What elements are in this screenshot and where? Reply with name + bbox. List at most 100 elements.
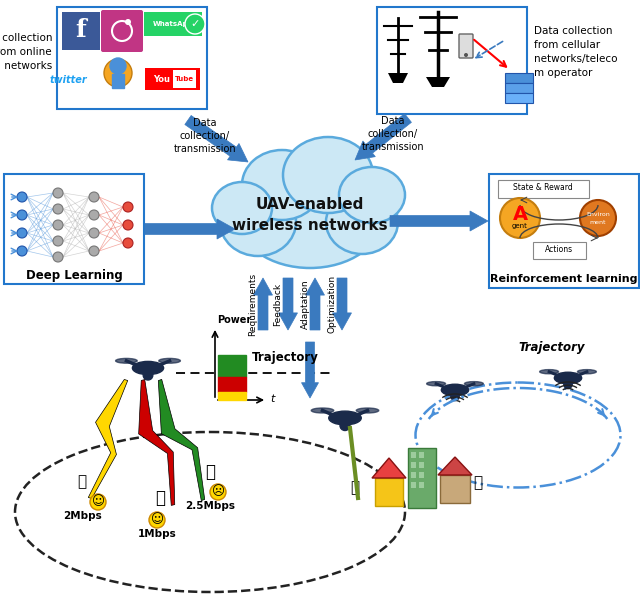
Ellipse shape bbox=[220, 188, 296, 256]
Ellipse shape bbox=[339, 167, 405, 223]
Circle shape bbox=[149, 512, 165, 528]
Text: WhatsApp: WhatsApp bbox=[152, 21, 193, 27]
Ellipse shape bbox=[540, 370, 559, 374]
FancyBboxPatch shape bbox=[505, 93, 533, 103]
FancyBboxPatch shape bbox=[459, 34, 473, 58]
Circle shape bbox=[17, 228, 27, 238]
Polygon shape bbox=[372, 458, 406, 478]
Circle shape bbox=[53, 252, 63, 262]
FancyBboxPatch shape bbox=[62, 12, 100, 50]
Ellipse shape bbox=[465, 382, 483, 386]
Circle shape bbox=[210, 484, 226, 500]
Text: State & Reward: State & Reward bbox=[513, 184, 573, 193]
Bar bbox=[411, 462, 416, 468]
Text: Actions: Actions bbox=[545, 245, 573, 255]
Text: gent: gent bbox=[512, 223, 528, 229]
Text: twitter: twitter bbox=[49, 75, 87, 85]
Text: A: A bbox=[513, 205, 527, 224]
Circle shape bbox=[53, 188, 63, 198]
FancyBboxPatch shape bbox=[377, 7, 527, 114]
Polygon shape bbox=[390, 211, 488, 231]
Bar bbox=[411, 482, 416, 488]
Polygon shape bbox=[145, 219, 235, 239]
Ellipse shape bbox=[356, 408, 379, 413]
Text: Adaptation: Adaptation bbox=[301, 279, 310, 329]
Polygon shape bbox=[438, 457, 472, 475]
Bar bbox=[218, 392, 246, 400]
Circle shape bbox=[17, 210, 27, 220]
Circle shape bbox=[53, 236, 63, 246]
Polygon shape bbox=[158, 379, 205, 501]
Circle shape bbox=[17, 246, 27, 256]
Ellipse shape bbox=[132, 361, 164, 375]
Text: Requirements: Requirements bbox=[248, 273, 257, 336]
Circle shape bbox=[580, 200, 616, 236]
FancyBboxPatch shape bbox=[101, 10, 143, 52]
Circle shape bbox=[89, 192, 99, 202]
FancyBboxPatch shape bbox=[532, 242, 586, 259]
Text: 📱: 📱 bbox=[77, 474, 86, 490]
Text: Tube: Tube bbox=[175, 76, 193, 82]
Polygon shape bbox=[301, 342, 319, 398]
Bar bbox=[419, 462, 424, 468]
FancyBboxPatch shape bbox=[173, 70, 196, 88]
Text: Data collection
from online
social networks: Data collection from online social netwo… bbox=[0, 33, 52, 71]
Circle shape bbox=[500, 198, 540, 238]
Circle shape bbox=[123, 202, 133, 212]
Bar bbox=[419, 482, 424, 488]
Text: Reinforcement learning: Reinforcement learning bbox=[490, 274, 637, 284]
Circle shape bbox=[125, 19, 131, 25]
Polygon shape bbox=[305, 278, 324, 330]
Text: 2.5Mbps: 2.5Mbps bbox=[185, 501, 235, 511]
FancyBboxPatch shape bbox=[497, 179, 589, 198]
Circle shape bbox=[340, 421, 350, 430]
Polygon shape bbox=[426, 77, 450, 87]
Text: f: f bbox=[76, 18, 86, 42]
Polygon shape bbox=[185, 116, 248, 162]
Circle shape bbox=[53, 220, 63, 230]
Text: UAV-enabled
wireless networks: UAV-enabled wireless networks bbox=[232, 197, 388, 233]
Polygon shape bbox=[278, 278, 298, 330]
Ellipse shape bbox=[554, 372, 582, 384]
Text: Feedback: Feedback bbox=[273, 282, 282, 325]
Ellipse shape bbox=[311, 408, 333, 413]
FancyBboxPatch shape bbox=[505, 73, 533, 83]
Ellipse shape bbox=[116, 358, 137, 363]
Bar bbox=[411, 472, 416, 478]
Ellipse shape bbox=[283, 137, 373, 213]
Text: Deep Learning: Deep Learning bbox=[26, 268, 122, 282]
Circle shape bbox=[53, 204, 63, 214]
Ellipse shape bbox=[238, 168, 382, 268]
Text: t: t bbox=[270, 394, 275, 404]
Circle shape bbox=[89, 210, 99, 220]
Ellipse shape bbox=[427, 382, 445, 386]
Polygon shape bbox=[88, 379, 128, 499]
Text: 🚶: 🚶 bbox=[474, 476, 483, 490]
Text: 2Mbps: 2Mbps bbox=[63, 511, 102, 521]
Polygon shape bbox=[388, 73, 408, 83]
Bar bbox=[408, 448, 436, 508]
Ellipse shape bbox=[577, 370, 596, 374]
Circle shape bbox=[90, 494, 106, 510]
Text: ☺: ☺ bbox=[92, 496, 104, 508]
Text: Environ: Environ bbox=[586, 213, 610, 218]
Text: Power: Power bbox=[217, 315, 252, 325]
Ellipse shape bbox=[159, 358, 180, 363]
Ellipse shape bbox=[329, 411, 361, 425]
Circle shape bbox=[143, 370, 153, 380]
Polygon shape bbox=[333, 278, 351, 330]
FancyBboxPatch shape bbox=[489, 174, 639, 288]
Circle shape bbox=[89, 228, 99, 238]
Circle shape bbox=[185, 14, 205, 34]
FancyBboxPatch shape bbox=[144, 12, 202, 36]
Ellipse shape bbox=[326, 190, 398, 254]
Circle shape bbox=[451, 392, 460, 401]
Ellipse shape bbox=[212, 182, 272, 234]
FancyBboxPatch shape bbox=[4, 174, 144, 284]
Text: 🚗: 🚗 bbox=[205, 463, 215, 481]
Circle shape bbox=[104, 59, 132, 87]
Ellipse shape bbox=[242, 150, 322, 220]
Bar bbox=[218, 355, 246, 377]
Circle shape bbox=[464, 53, 468, 57]
Circle shape bbox=[564, 380, 572, 388]
